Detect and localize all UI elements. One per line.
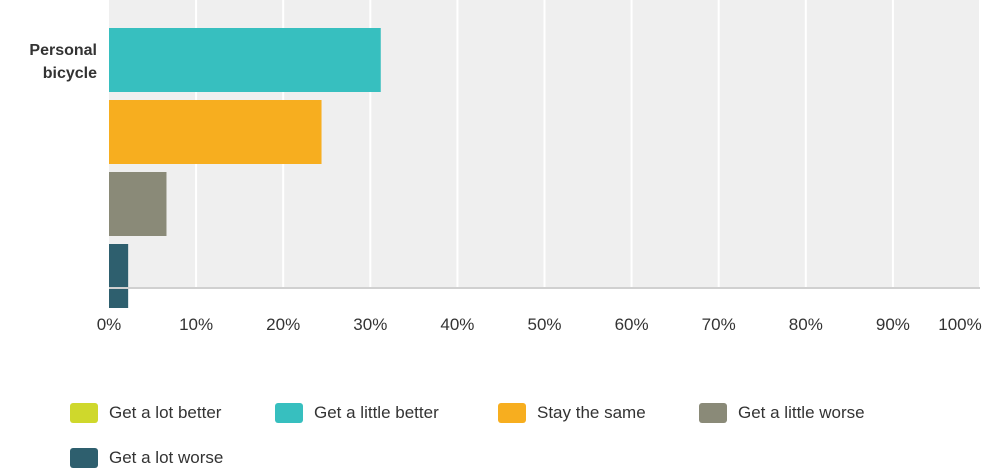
- x-tick-label: 10%: [179, 315, 213, 334]
- legend-label: Get a lot worse: [109, 448, 224, 467]
- legend-swatch: [699, 403, 727, 423]
- legend-item: Get a little better: [275, 401, 439, 425]
- bar-get-a-little-worse: [109, 172, 167, 236]
- legend-swatch: [70, 448, 98, 468]
- legend-item: Get a little worse: [699, 401, 865, 425]
- bar-get-a-little-better: [109, 28, 381, 92]
- x-tick-labels: 0% 10% 20% 30% 40% 50% 60% 70% 80% 90% 100%: [97, 315, 982, 334]
- x-tick-label: 0%: [97, 315, 122, 334]
- category-labels: Personal bicycle: [29, 42, 97, 82]
- legend-label: Get a lot better: [109, 403, 222, 422]
- x-tick-label: 20%: [266, 315, 300, 334]
- x-tick-label: 40%: [440, 315, 474, 334]
- legend-item: Get a lot worse: [70, 446, 223, 470]
- legend-item: Stay the same: [498, 401, 646, 425]
- x-tick-label: 60%: [615, 315, 649, 334]
- legend-label: Stay the same: [537, 403, 646, 422]
- x-tick-label: 30%: [353, 315, 387, 334]
- legend-swatch: [275, 403, 303, 423]
- legend-swatch: [70, 403, 98, 423]
- legend-swatch: [498, 403, 526, 423]
- x-tick-label: 50%: [527, 315, 561, 334]
- legend-item: Get a lot better: [70, 401, 221, 425]
- x-tick-label: 90%: [876, 315, 910, 334]
- x-tick-label: 100%: [938, 315, 981, 334]
- legend-label: Get a little worse: [738, 403, 865, 422]
- legend-label: Get a little better: [314, 403, 439, 422]
- category-label: Personal bicycle: [29, 42, 97, 82]
- x-tick-label: 70%: [702, 315, 736, 334]
- bar-stay-the-same: [109, 100, 322, 164]
- bars: [109, 28, 381, 308]
- x-tick-label: 80%: [789, 315, 823, 334]
- bar-get-a-lot-worse: [109, 244, 129, 308]
